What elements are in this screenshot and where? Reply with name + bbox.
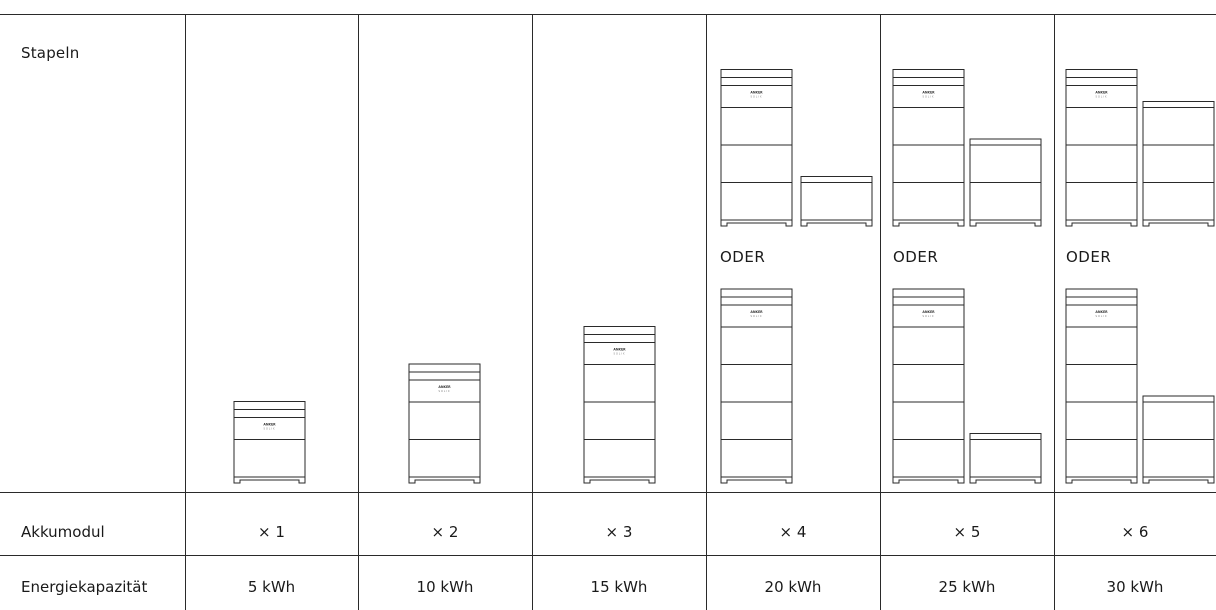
stack-header-label: Stapeln	[21, 44, 80, 62]
expansion-base	[969, 477, 1042, 484]
brand-mark-top: ANKER	[922, 91, 935, 95]
brand-mark-top: ANKER	[613, 348, 626, 352]
module-row-label: Akkumodul	[21, 523, 105, 541]
expansion-body	[969, 138, 1042, 221]
controller-band	[1065, 288, 1138, 298]
controller-band-lower	[892, 296, 965, 306]
expansion-body	[1142, 395, 1215, 478]
grid-lines	[0, 14, 1216, 610]
tower-base	[720, 220, 793, 227]
expansion-base	[800, 220, 873, 227]
expansion-base	[969, 220, 1042, 227]
tower-base	[233, 477, 306, 484]
controller-band	[892, 69, 965, 78]
brand-mark-bottom: SOLIX	[438, 390, 450, 393]
brand-mark-bottom: SOLIX	[922, 96, 934, 99]
controller-band-lower	[1065, 77, 1138, 86]
tower-body	[408, 363, 481, 478]
controller-band-lower	[720, 77, 793, 86]
controller-band-lower	[720, 296, 793, 306]
or-label-col5: ODER	[893, 248, 939, 266]
brand-mark-top: ANKER	[750, 310, 763, 314]
brand-mark-top: ANKER	[1095, 310, 1108, 314]
tower-body	[1065, 288, 1138, 478]
controller-band	[408, 363, 481, 373]
module-count-2: × 2	[431, 523, 459, 541]
controller-band	[233, 401, 306, 410]
stack-col-4-option-a-expansion	[800, 176, 873, 227]
stack-col-6-option-b-expansion	[1142, 395, 1215, 484]
capacity-6: 30 kWh	[1106, 578, 1164, 596]
tower-base	[583, 477, 656, 484]
controller-band	[1065, 69, 1138, 78]
module-count-1: × 1	[258, 523, 285, 541]
module-count-4: × 4	[779, 523, 807, 541]
controller-band	[720, 288, 793, 298]
brand-mark-bottom: SOLIX	[750, 315, 762, 318]
brand-mark-bottom: SOLIX	[263, 428, 275, 431]
controller-band-lower	[892, 77, 965, 86]
brand-mark-top: ANKER	[1095, 91, 1108, 95]
capacity-5: 25 kWh	[938, 578, 996, 596]
brand-mark-top: ANKER	[922, 310, 935, 314]
brand-mark-bottom: SOLIX	[613, 353, 625, 356]
module-count-5: × 5	[953, 523, 981, 541]
tower-base	[1065, 220, 1138, 227]
tower-base	[892, 220, 965, 227]
expansion-body	[1142, 101, 1215, 221]
brand-mark-top: ANKER	[750, 91, 763, 95]
tower-base	[720, 477, 793, 484]
tower-base	[1065, 477, 1138, 484]
expansion-body	[800, 176, 873, 221]
controller-band-lower	[583, 334, 656, 343]
capacity-1: 5 kWh	[247, 578, 296, 596]
brand-mark-top: ANKER	[438, 385, 451, 389]
capacity-row-label: Energiekapazität	[21, 578, 148, 596]
module-count-3: × 3	[605, 523, 633, 541]
or-label-col4: ODER	[720, 248, 766, 266]
controller-band-lower	[233, 409, 306, 418]
brand-mark-top: ANKER	[263, 423, 276, 427]
stack-col-5-option-a-expansion	[969, 138, 1042, 227]
stack-col-5-option-b-expansion	[969, 433, 1042, 484]
expansion-base	[1142, 477, 1215, 484]
stack-col-6-option-a-expansion	[1142, 101, 1215, 227]
controller-band	[583, 326, 656, 335]
controller-band	[892, 288, 965, 298]
expansion-base	[1142, 220, 1215, 227]
controller-band-lower	[1065, 296, 1138, 306]
capacity-4: 20 kWh	[764, 578, 822, 596]
module-count-6: × 6	[1121, 523, 1149, 541]
brand-mark-bottom: SOLIX	[1095, 315, 1107, 318]
controller-band-lower	[408, 371, 481, 381]
tower-base	[892, 477, 965, 484]
tower-body	[720, 288, 793, 478]
capacity-2: 10 kWh	[416, 578, 474, 596]
tower-base	[408, 477, 481, 484]
expansion-body	[969, 433, 1042, 478]
brand-mark-bottom: SOLIX	[1095, 96, 1107, 99]
capacity-3: 15 kWh	[590, 578, 648, 596]
brand-mark-bottom: SOLIX	[922, 315, 934, 318]
controller-band	[720, 69, 793, 78]
brand-mark-bottom: SOLIX	[750, 96, 762, 99]
tower-body	[892, 288, 965, 478]
or-label-col6: ODER	[1066, 248, 1112, 266]
